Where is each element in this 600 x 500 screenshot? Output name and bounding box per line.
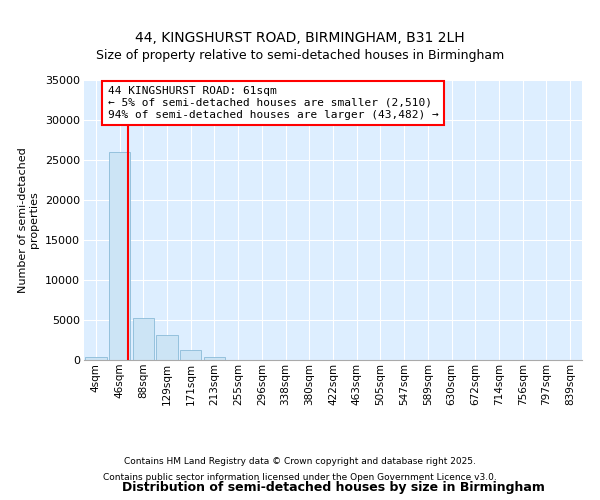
Text: Size of property relative to semi-detached houses in Birmingham: Size of property relative to semi-detach… <box>96 50 504 62</box>
Bar <box>204 357 225 360</box>
Y-axis label: Number of semi-detached
properties: Number of semi-detached properties <box>17 147 39 293</box>
Text: Contains public sector information licensed under the Open Government Licence v3: Contains public sector information licen… <box>103 472 497 482</box>
Bar <box>180 350 202 360</box>
Text: 44 KINGSHURST ROAD: 61sqm
← 5% of semi-detached houses are smaller (2,510)
94% o: 44 KINGSHURST ROAD: 61sqm ← 5% of semi-d… <box>108 86 439 120</box>
Bar <box>133 318 154 360</box>
X-axis label: Distribution of semi-detached houses by size in Birmingham: Distribution of semi-detached houses by … <box>122 482 544 494</box>
Text: Contains HM Land Registry data © Crown copyright and database right 2025.: Contains HM Land Registry data © Crown c… <box>124 458 476 466</box>
Bar <box>109 152 130 360</box>
Text: 44, KINGSHURST ROAD, BIRMINGHAM, B31 2LH: 44, KINGSHURST ROAD, BIRMINGHAM, B31 2LH <box>135 31 465 45</box>
Bar <box>157 335 178 360</box>
Bar <box>85 357 107 360</box>
